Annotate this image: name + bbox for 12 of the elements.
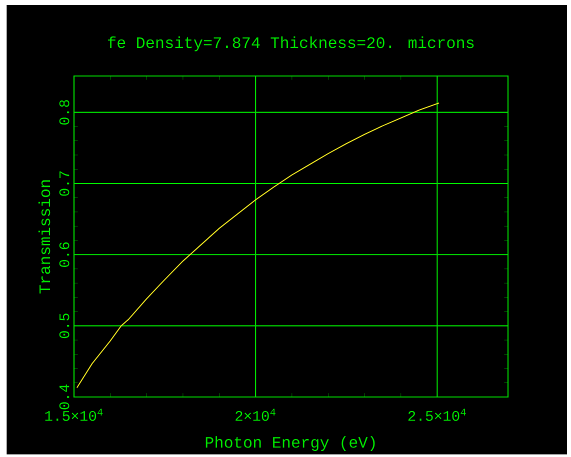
chart-title: fe Density=7.874 Thickness=20. microns	[108, 36, 474, 52]
y-tick-label: 0.6	[59, 242, 70, 267]
y-tick-label: 0.8	[59, 100, 70, 125]
y-tick-label: 0.7	[59, 171, 70, 196]
line-series	[76, 102, 440, 388]
x-tick-label: 1.5×10$^{4}$	[45, 408, 103, 421]
y-tick-label: 0.5	[59, 314, 70, 338]
x-tick-label: 2×10$^{4}$	[236, 408, 276, 421]
x-axis-title: Photon Energy (eV)	[206, 436, 375, 451]
x-tick-label: 2.5×10$^{4}$	[408, 408, 466, 421]
y-tick-label: 0.4	[59, 384, 70, 410]
y-axis-title: Transmission	[38, 180, 50, 294]
